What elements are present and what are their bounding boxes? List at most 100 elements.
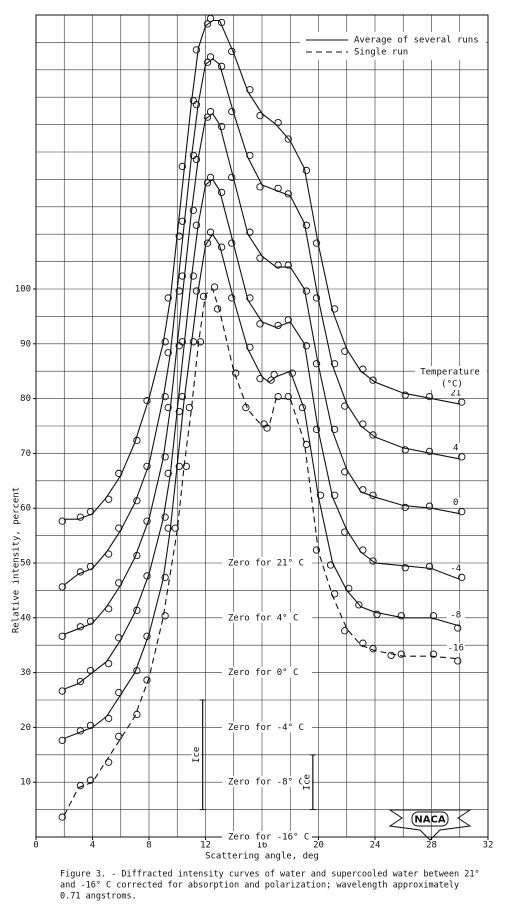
- series-line: [64, 112, 460, 635]
- data-point: [341, 468, 349, 476]
- data-point: [256, 375, 264, 383]
- data-point: [246, 343, 254, 351]
- data-point: [217, 188, 226, 197]
- data-point: [312, 294, 321, 302]
- data-point: [288, 369, 296, 377]
- data-point: [86, 666, 95, 675]
- data-point: [143, 462, 151, 471]
- label-bg: [446, 442, 465, 453]
- series-line: [64, 19, 460, 520]
- ice-label: Ice: [192, 747, 202, 763]
- data-point: [458, 508, 466, 516]
- y-tick-label: 60: [20, 504, 31, 514]
- data-point: [178, 392, 186, 401]
- data-point: [143, 676, 151, 684]
- data-point: [267, 376, 275, 384]
- series-label: 4: [453, 443, 458, 453]
- data-point: [58, 736, 66, 745]
- data-point: [458, 573, 466, 582]
- data-point: [164, 403, 172, 412]
- y-tick-label: 10: [20, 778, 31, 788]
- x-tick-label: 8: [146, 841, 151, 851]
- data-point: [359, 639, 367, 647]
- data-point: [203, 20, 212, 28]
- data-point: [425, 392, 434, 401]
- data-point: [178, 217, 186, 225]
- data-point: [115, 634, 123, 642]
- data-point: [228, 47, 236, 56]
- zero-label: Zero for 0° C: [228, 668, 298, 678]
- series-line: [64, 178, 460, 690]
- data-point: [359, 420, 367, 428]
- data-point: [341, 528, 349, 536]
- data-point: [302, 221, 311, 229]
- data-point: [397, 650, 405, 658]
- data-point: [274, 184, 282, 193]
- data-point: [312, 546, 321, 554]
- data-point: [192, 101, 201, 109]
- data-point: [401, 391, 409, 399]
- data-point: [206, 228, 215, 236]
- series-label: 21: [450, 389, 461, 399]
- data-point: [189, 338, 198, 346]
- data-point: [196, 338, 205, 346]
- data-point: [401, 503, 409, 512]
- data-point: [401, 446, 409, 454]
- data-point: [246, 86, 254, 94]
- data-point: [330, 425, 339, 434]
- series-line: [64, 233, 460, 739]
- label-bg: [301, 773, 311, 792]
- data-point: [246, 228, 254, 236]
- data-point: [133, 436, 141, 445]
- data-point: [133, 666, 141, 675]
- legend-label: Single run: [354, 48, 408, 58]
- data-point: [217, 18, 226, 27]
- data-point: [171, 524, 179, 532]
- data-point: [284, 190, 292, 198]
- data-point: [175, 462, 183, 471]
- data-point: [228, 294, 236, 302]
- data-point: [86, 562, 95, 571]
- data-point: [206, 107, 215, 116]
- data-point: [256, 111, 264, 120]
- data-point: [206, 173, 215, 182]
- data-point: [161, 513, 169, 521]
- data-point: [397, 612, 405, 620]
- data-point: [369, 431, 377, 439]
- label-bg: [222, 611, 312, 623]
- zero-label: Zero for -8° C: [228, 778, 304, 788]
- data-point: [274, 392, 282, 401]
- data-point: [302, 342, 311, 350]
- data-point: [104, 495, 113, 503]
- data-point: [161, 453, 169, 461]
- data-point: [185, 403, 194, 412]
- data-point: [133, 710, 141, 719]
- data-point: [284, 261, 292, 269]
- data-point: [242, 403, 250, 412]
- data-point: [369, 376, 377, 384]
- data-point: [359, 546, 367, 554]
- zero-label: Zero for 4° C: [228, 613, 298, 623]
- data-point: [76, 782, 85, 790]
- data-point: [213, 305, 222, 313]
- label-bg: [415, 366, 487, 390]
- label-bg: [222, 666, 312, 678]
- data-point: [425, 502, 434, 510]
- data-point: [164, 294, 172, 302]
- data-point: [217, 243, 226, 251]
- data-point: [256, 254, 264, 262]
- logo: NACA: [388, 809, 472, 841]
- data-point: [246, 294, 254, 302]
- data-point: [76, 677, 85, 686]
- data-point: [228, 173, 236, 182]
- data-point: [359, 486, 367, 494]
- data-point: [192, 221, 201, 229]
- data-point: [373, 610, 381, 618]
- data-point: [312, 425, 321, 434]
- data-point: [387, 651, 395, 660]
- data-point: [143, 396, 151, 405]
- data-point: [58, 517, 66, 525]
- series-label: -16: [448, 643, 464, 653]
- data-point: [76, 568, 85, 576]
